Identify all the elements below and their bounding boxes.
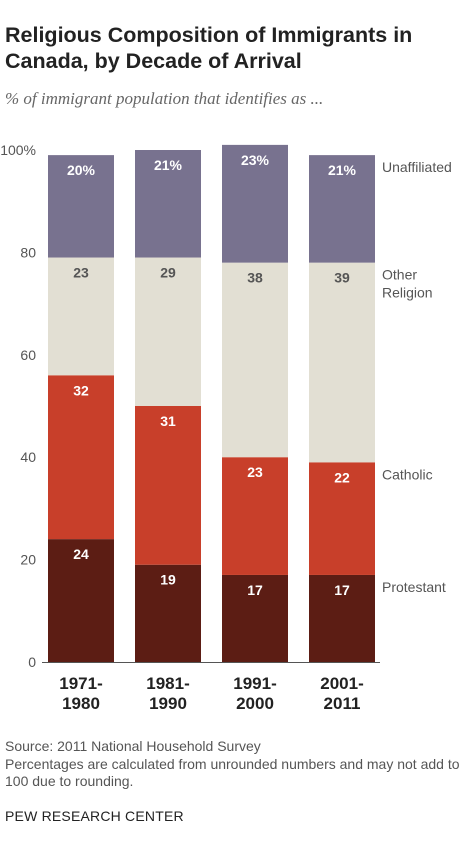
bar-segment-catholic [135, 406, 201, 565]
bar-segment-protestant [135, 564, 201, 662]
bar-segment-catholic [222, 457, 288, 575]
legend-label: Other [382, 267, 417, 283]
data-label: 17 [247, 582, 263, 598]
x-tick-label: 2011 [324, 694, 361, 713]
x-tick-label: 1980 [62, 694, 100, 713]
data-label: 17 [334, 582, 350, 598]
legend-label: Religion [382, 285, 433, 301]
x-tick-label: 2001- [320, 674, 363, 693]
chart-subtitle: % of immigrant population that identifie… [5, 89, 324, 108]
legend-label: Protestant [382, 579, 446, 595]
data-label: 20% [67, 162, 96, 178]
x-tick-label: 1991- [233, 674, 276, 693]
data-label: 23% [241, 152, 270, 168]
bar-segment-other-religion [135, 257, 201, 406]
data-label: 29 [160, 265, 176, 281]
data-label: 21% [154, 157, 183, 173]
x-tick-label: 1990 [149, 694, 187, 713]
y-tick-label: 0 [28, 654, 36, 670]
data-label: 21% [328, 162, 357, 178]
x-tick-label: 1981- [146, 674, 189, 693]
data-label: 32 [73, 382, 89, 398]
bar-segment-catholic [48, 375, 114, 540]
data-label: 39 [334, 270, 350, 286]
y-tick-label: 80 [20, 244, 36, 260]
data-label: 38 [247, 270, 263, 286]
x-tick-label: 1971- [59, 674, 102, 693]
chart-footer: Source: 2011 National Household Survey P… [5, 738, 469, 791]
rounding-note: Percentages are calculated from unrounde… [5, 755, 460, 790]
y-tick-label: 60 [20, 347, 36, 363]
data-label: 19 [160, 572, 176, 588]
source-note: Source: 2011 National Household Survey [5, 738, 261, 754]
organization-credit: PEW RESEARCH CENTER [5, 808, 184, 824]
data-label: 23 [73, 265, 89, 281]
bar-segment-protestant [222, 574, 288, 662]
bar-segment-unaffiliated [135, 150, 201, 258]
bar-segment-other-religion [222, 262, 288, 458]
bar-segment-protestant [309, 574, 375, 662]
stacked-bar-chart: 0 20 40 60 80 100% 24 32 23 20% 19 31 29 21% 17 23 38 23%… [0, 142, 452, 713]
y-tick-label: 40 [20, 449, 36, 465]
legend-label: Catholic [382, 466, 433, 482]
y-tick-label: 20 [20, 552, 36, 568]
data-label: 24 [73, 546, 89, 562]
data-label: 23 [247, 464, 263, 480]
bar-segment-unaffiliated [309, 155, 375, 263]
bar-segment-unaffiliated [48, 155, 114, 258]
bar-segment-catholic [309, 462, 375, 575]
bar-segment-protestant [48, 539, 114, 662]
x-tick-label: 2000 [236, 694, 274, 713]
data-label: 31 [160, 413, 176, 429]
legend-label: Unaffiliated [382, 159, 452, 175]
data-label: 22 [334, 469, 350, 485]
bar-segment-unaffiliated [222, 144, 288, 263]
chart-title: Religious Composition of Immigrants in C… [5, 23, 413, 73]
y-tick-label: 100% [0, 142, 36, 158]
bar-segment-other-religion [309, 262, 375, 463]
bar-segment-other-religion [48, 257, 114, 376]
